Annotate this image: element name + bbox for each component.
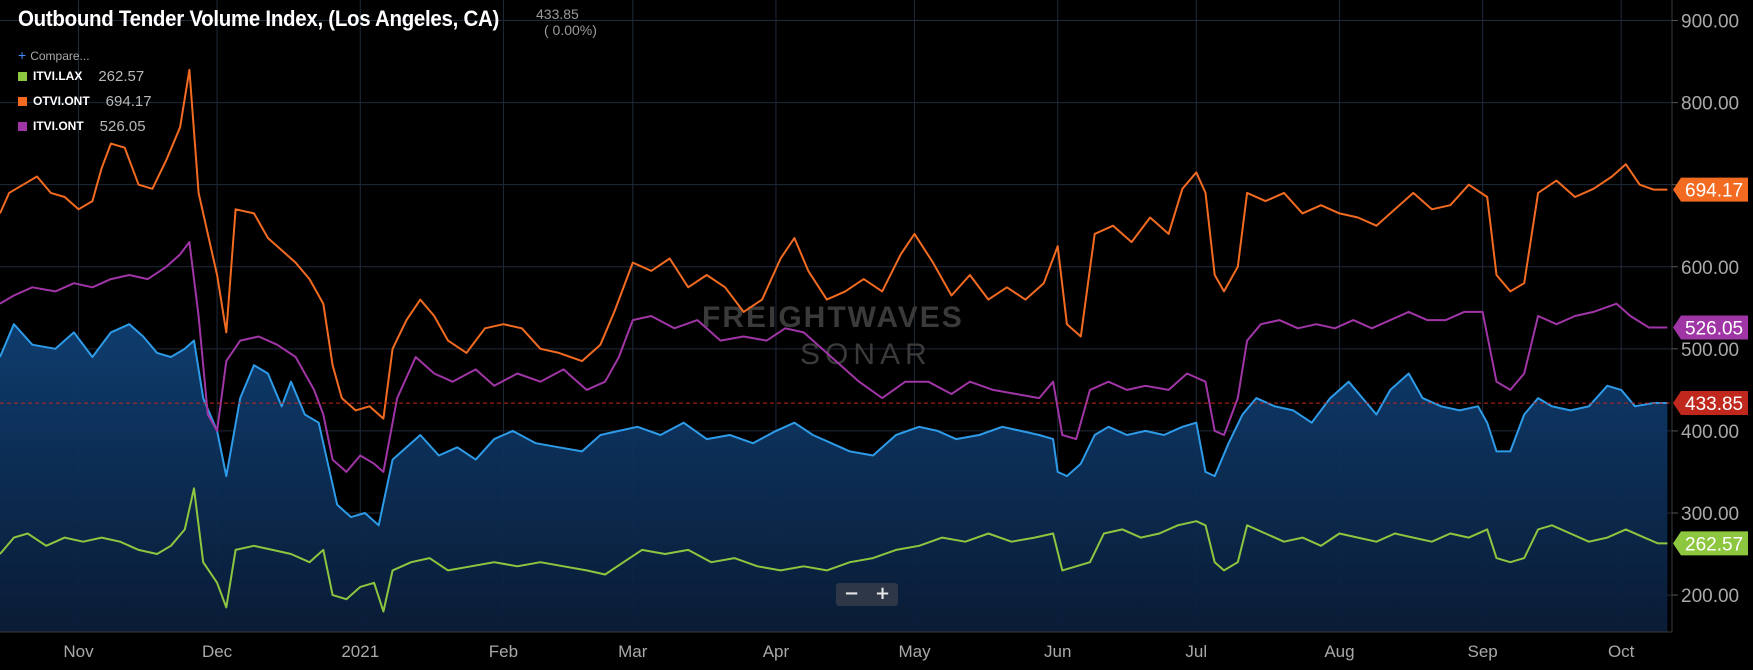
- x-tick-label: Jul: [1185, 642, 1207, 661]
- watermark-line1: FREIGHTWAVES: [702, 301, 964, 334]
- zoom-controls: − +: [836, 583, 898, 606]
- series-line-itvi-lax: [0, 487, 1668, 613]
- legend-value: 262.57: [98, 68, 145, 85]
- legend-name: ITVI.LAX: [33, 69, 83, 83]
- series-line-otvi-lax: [0, 323, 1668, 527]
- series-layer: [0, 68, 1672, 632]
- zoom-out-button[interactable]: −: [843, 583, 860, 604]
- last-value-labels: 433.85 694.17 526.05 262.57: [1673, 177, 1748, 556]
- value-tag: [1673, 315, 1748, 340]
- x-tick-label: Oct: [1608, 642, 1635, 661]
- y-tick-label: 900.00: [1681, 12, 1739, 33]
- x-axis: Nov Dec 2021 Feb Mar Apr May Jun Jul Aug Sep Oct: [0, 631, 1672, 661]
- legend-swatch: [18, 97, 27, 106]
- legend-name: OTVI.ONT: [33, 94, 90, 108]
- x-tick-label: Sep: [1468, 642, 1498, 661]
- value-tag: [1673, 391, 1748, 416]
- value-tag: [1673, 531, 1748, 556]
- value-tag-text: 694.17: [1685, 181, 1743, 202]
- legend-item-itvi-lax[interactable]: ITVI.LAX 262.57: [18, 64, 152, 89]
- y-tick-label: 500.00: [1681, 340, 1739, 361]
- value-tag: [1673, 177, 1748, 202]
- x-tick-label: Nov: [63, 642, 94, 661]
- legend-value: 694.17: [105, 93, 152, 110]
- legend-name: ITVI.ONT: [33, 119, 84, 133]
- legend-item-itvi-ont[interactable]: ITVI.ONT 526.05: [18, 114, 152, 139]
- series-area-otvi-lax: [0, 324, 1668, 632]
- value-tag-text: 526.05: [1685, 318, 1743, 339]
- watermark-line2: SONAR: [800, 338, 932, 371]
- change-percent: ( 0.00%): [544, 22, 597, 38]
- y-tick-label: 300.00: [1681, 504, 1739, 525]
- legend: + Compare... ITVI.LAX 262.57 OTVI.ONT 694…: [18, 46, 152, 139]
- x-tick-label: 2021: [341, 642, 379, 661]
- chart-title: Outbound Tender Volume Index, (Los Angel…: [18, 6, 499, 31]
- series-line-itvi-ont: [0, 241, 1668, 473]
- x-tick-label: Apr: [763, 642, 790, 661]
- legend-swatch: [18, 122, 27, 131]
- y-tick-label: 800.00: [1681, 94, 1739, 115]
- series-line-otvi-ont: [0, 68, 1668, 420]
- legend-item-otvi-ont[interactable]: OTVI.ONT 694.17: [18, 89, 152, 114]
- compare-button[interactable]: + Compare...: [18, 46, 152, 64]
- watermark: FREIGHTWAVES SONAR: [702, 301, 964, 371]
- x-tick-label: Aug: [1324, 642, 1354, 661]
- legend-swatch: [18, 72, 27, 81]
- plus-icon: +: [18, 47, 27, 63]
- y-tick-label: 400.00: [1681, 422, 1739, 443]
- y-tick-label: 600.00: [1681, 258, 1739, 279]
- y-tick-label: 200.00: [1681, 586, 1739, 607]
- x-tick-label: Feb: [489, 642, 518, 661]
- x-tick-label: Mar: [618, 642, 648, 661]
- compare-label: Compare...: [30, 49, 90, 63]
- x-tick-label: May: [898, 642, 931, 661]
- value-tag-text: 433.85: [1685, 394, 1743, 415]
- legend-value: 526.05: [99, 118, 146, 135]
- value-tag-text: 262.57: [1685, 534, 1743, 555]
- zoom-in-button[interactable]: +: [874, 583, 891, 604]
- x-tick-label: Dec: [202, 642, 233, 661]
- last-value: 433.85: [536, 6, 579, 22]
- x-tick-label: Jun: [1044, 642, 1071, 661]
